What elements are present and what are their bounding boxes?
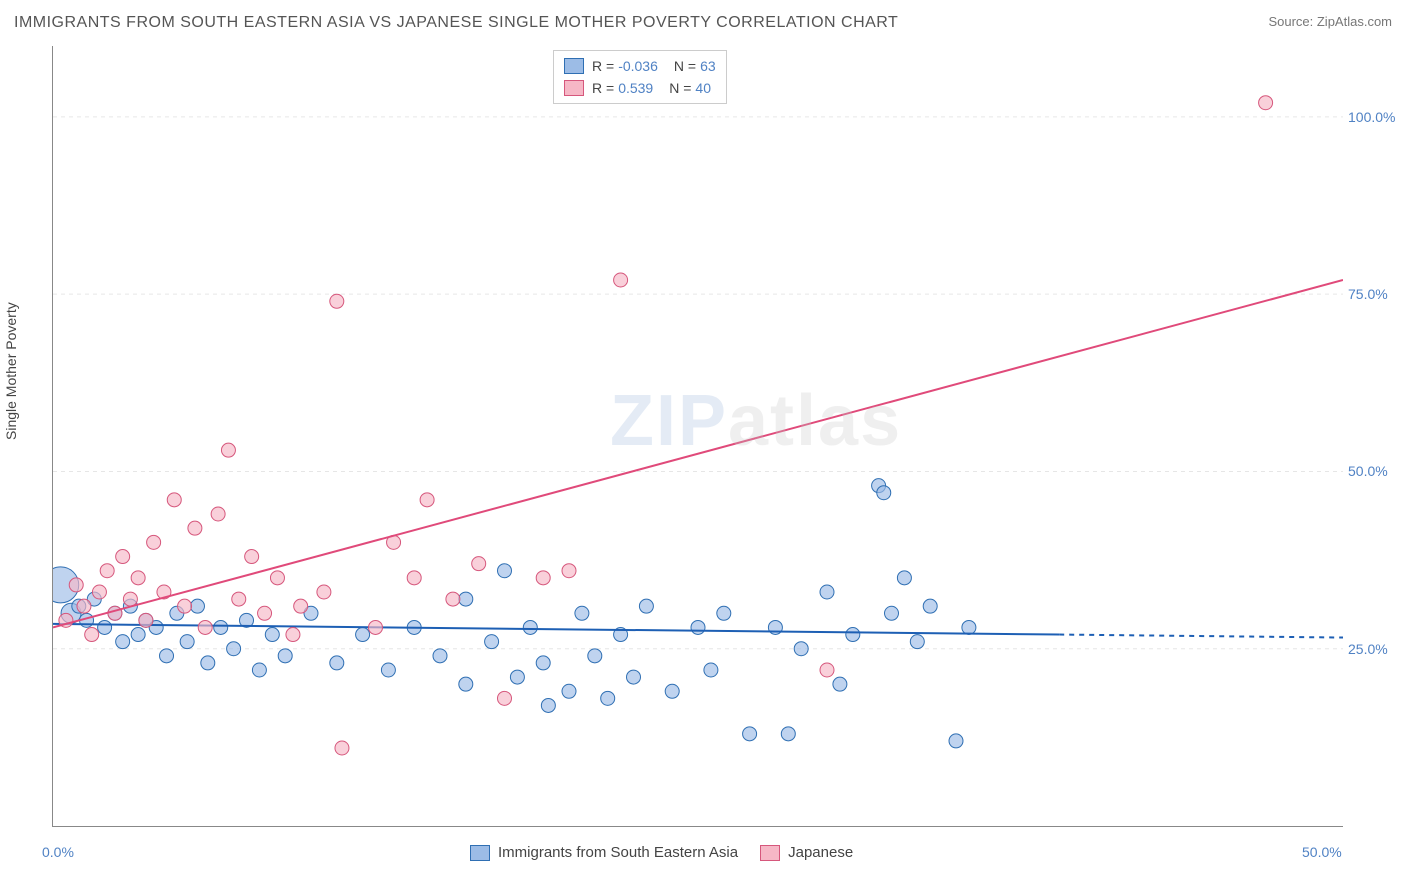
x-tick-label: 50.0% <box>1302 844 1342 860</box>
stat-n: N =63 <box>674 58 716 74</box>
swatch-icon <box>564 80 584 96</box>
x-tick-label: 0.0% <box>42 844 74 860</box>
chart-surface <box>53 46 1343 826</box>
chart-title: IMMIGRANTS FROM SOUTH EASTERN ASIA VS JA… <box>14 14 898 32</box>
y-tick-label: 100.0% <box>1348 109 1395 125</box>
legend-item: Japanese <box>760 844 853 861</box>
y-tick-label: 25.0% <box>1348 641 1388 657</box>
stats-row: R =-0.036 N =63 <box>564 55 716 77</box>
correlation-chart: { "title":"IMMIGRANTS FROM SOUTH EASTERN… <box>0 0 1406 892</box>
stat-r: R =-0.036 <box>592 58 658 74</box>
swatch-icon <box>760 845 780 861</box>
legend-label: Immigrants from South Eastern Asia <box>498 844 738 861</box>
y-tick-label: 75.0% <box>1348 286 1388 302</box>
y-tick-label: 50.0% <box>1348 463 1388 479</box>
plot-area: R =-0.036 N =63 R =0.539 N =40 <box>52 46 1343 827</box>
legend-label: Japanese <box>788 844 853 861</box>
stat-n: N =40 <box>669 80 711 96</box>
swatch-icon <box>470 845 490 861</box>
stats-row: R =0.539 N =40 <box>564 77 716 99</box>
legend-item: Immigrants from South Eastern Asia <box>470 844 738 861</box>
y-axis-label: Single Mother Poverty <box>3 302 19 440</box>
stats-legend: R =-0.036 N =63 R =0.539 N =40 <box>553 50 727 104</box>
series-legend: Immigrants from South Eastern Asia Japan… <box>470 844 853 861</box>
swatch-icon <box>564 58 584 74</box>
source-attribution: Source: ZipAtlas.com <box>1268 14 1392 29</box>
stat-r: R =0.539 <box>592 80 653 96</box>
